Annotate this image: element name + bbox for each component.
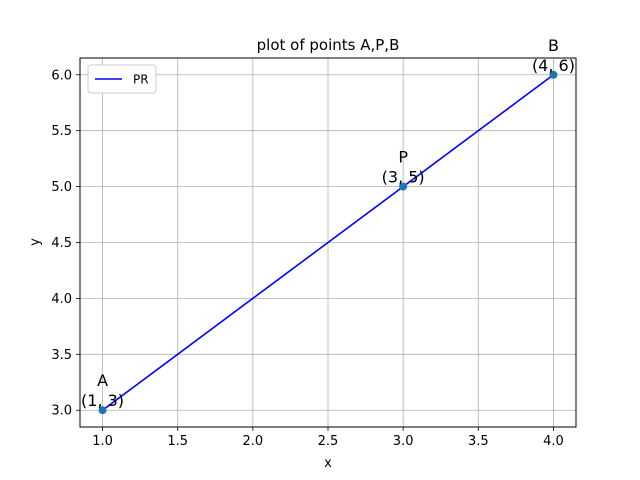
- axes-frame: [79, 57, 577, 428]
- point-coord-a: (1, 3): [81, 391, 124, 410]
- ticks: 1.0 1.5 2.0 2.5 3.0 3.5 4.0 3.0 3.5 4.0 4.5 5.0 5.5 6…: [51, 68, 563, 449]
- plot-area: A(1, 3) P(3, 5) B(4, 6): [81, 36, 575, 415]
- legend-label-pr: PR: [133, 73, 149, 87]
- point-coord-p: (3, 5): [382, 168, 425, 187]
- point-name-a: A: [97, 371, 108, 390]
- point-marker-p: [399, 182, 408, 191]
- point-marker-b: [549, 70, 558, 79]
- x-tick-label: 1.5: [167, 434, 188, 449]
- point-name-b: B: [548, 36, 559, 55]
- y-tick-label: 3.0: [51, 404, 72, 419]
- y-tick-label: 3.5: [51, 348, 72, 363]
- x-axis-label: x: [324, 456, 332, 471]
- x-tick-label: 3.0: [393, 434, 414, 449]
- point-coord-b: (4, 6): [532, 56, 575, 75]
- x-tick-label: 2.5: [318, 434, 339, 449]
- y-tick-label: 5.0: [51, 180, 72, 195]
- x-tick-label: 4.0: [543, 434, 564, 449]
- y-tick-label: 6.0: [51, 68, 72, 83]
- y-tick-label: 5.5: [51, 124, 72, 139]
- x-tick-label: 2.0: [243, 434, 264, 449]
- x-tick-label: 3.5: [468, 434, 489, 449]
- y-axis-label: y: [28, 238, 43, 246]
- chart-title: plot of points A,P,B: [257, 36, 400, 54]
- point-name-p: P: [398, 148, 408, 167]
- x-tick-label: 1.0: [92, 434, 113, 449]
- y-tick-label: 4.5: [51, 236, 72, 251]
- legend: PR: [87, 64, 157, 94]
- y-tick-label: 4.0: [51, 292, 72, 307]
- series-line-pr: [102, 74, 554, 411]
- point-marker-a: [98, 406, 107, 415]
